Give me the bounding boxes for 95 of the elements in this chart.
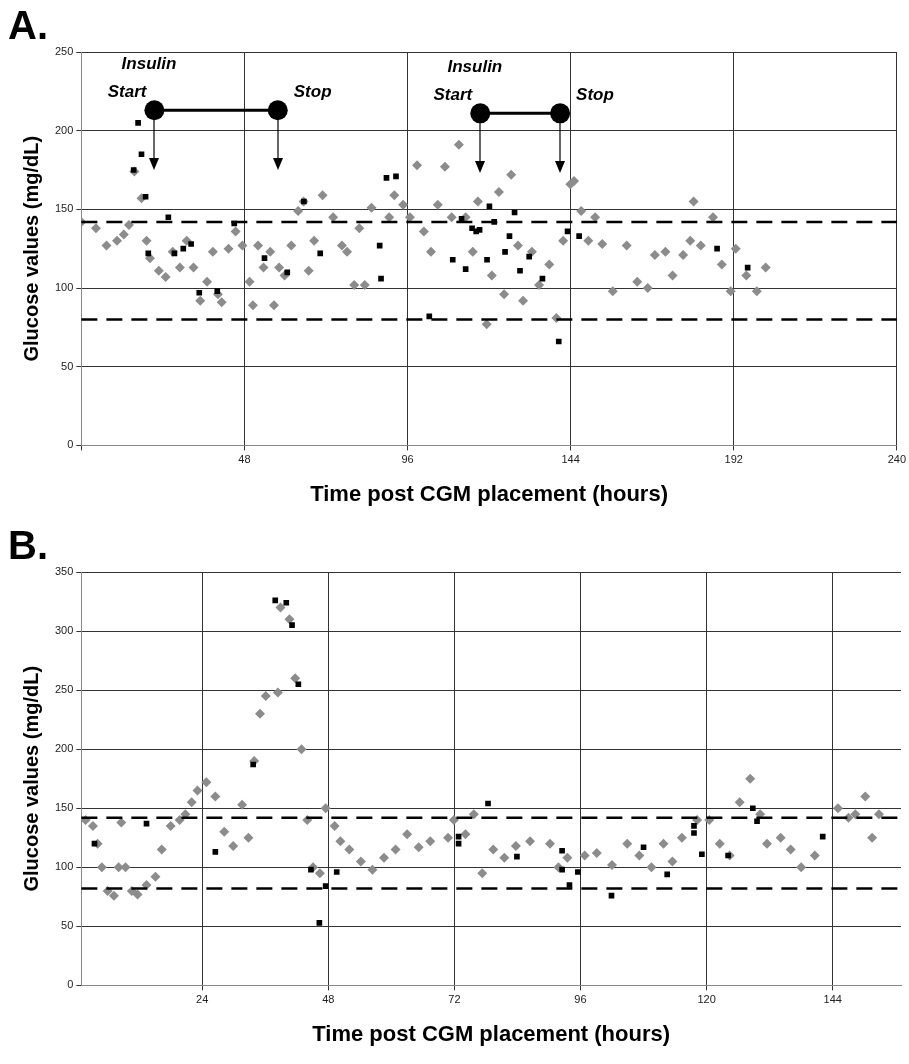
point (754, 818, 760, 825)
y-tick-label: 150 (54, 801, 74, 814)
point (180, 245, 187, 252)
point (317, 250, 324, 257)
point (393, 173, 399, 180)
y-tick-label: 300 (54, 624, 74, 637)
x-tick-label: 48 (322, 993, 335, 1006)
point (378, 275, 384, 282)
point (484, 256, 490, 263)
point (250, 761, 256, 768)
point (502, 249, 508, 255)
point (640, 844, 647, 851)
point (526, 253, 533, 260)
point (517, 267, 523, 274)
point (691, 823, 697, 829)
annotation: Stop (293, 81, 332, 101)
x-axis-title: Time post CGM placement (hours) (312, 1020, 671, 1046)
y-tick-label: 100 (54, 281, 74, 294)
annotation: Stop (576, 85, 614, 105)
point (691, 830, 697, 836)
annotation: Insulin (447, 57, 503, 77)
point (261, 255, 268, 261)
point (449, 256, 456, 263)
point (376, 242, 383, 249)
point (576, 233, 582, 239)
point (506, 233, 513, 239)
point (559, 847, 565, 854)
point (165, 214, 172, 221)
point (555, 338, 562, 345)
point (144, 100, 165, 121)
y-tick-label: 350 (54, 565, 74, 578)
y-tick-label: 100 (54, 860, 74, 873)
x-tick-label: 120 (697, 993, 716, 1006)
x-axis-title: Time post CGM placement (hours) (310, 480, 668, 506)
annotation: Start (433, 85, 474, 105)
point (819, 833, 826, 840)
point (284, 269, 291, 276)
point (462, 266, 469, 272)
point (212, 849, 219, 855)
point (575, 869, 581, 875)
y-axis-title: Glucose values (mg/dL) (19, 135, 42, 362)
x-tick-label: 96 (574, 993, 587, 1006)
x-tick-label: 24 (196, 993, 209, 1006)
x-tick-label: 240 (887, 453, 906, 466)
y-tick-label: 250 (54, 683, 74, 696)
point (714, 245, 720, 252)
point (145, 250, 152, 257)
y-tick-label: 200 (54, 742, 74, 755)
point (514, 853, 520, 860)
x-tick-label: 72 (448, 993, 461, 1006)
y-axis-title: Glucose values (mg/dL) (19, 665, 42, 892)
chart-title: A. (8, 3, 48, 48)
point (750, 805, 756, 812)
point (267, 100, 288, 121)
point (283, 599, 290, 606)
y-tick-label: 150 (54, 202, 74, 215)
x-tick-label: 48 (238, 453, 251, 466)
point (188, 241, 194, 247)
point (550, 103, 571, 124)
x-tick-label: 144 (823, 993, 842, 1006)
point (485, 800, 491, 807)
x-tick-label: 192 (724, 453, 743, 466)
point (272, 597, 279, 604)
point (135, 119, 141, 126)
point (699, 851, 705, 858)
point (725, 852, 731, 859)
point (383, 175, 390, 181)
point (322, 883, 329, 890)
point (486, 203, 493, 210)
point (316, 919, 323, 926)
y-tick-label: 200 (54, 123, 74, 136)
point (130, 167, 137, 173)
y-tick-label: 0 (67, 978, 74, 991)
y-tick-label: 50 (61, 919, 74, 932)
chart-title: B. (8, 523, 48, 568)
point (142, 193, 149, 200)
y-tick-label: 50 (61, 359, 74, 372)
y-tick-label: 250 (54, 45, 74, 58)
point (295, 681, 302, 688)
point (559, 866, 565, 873)
point (470, 103, 491, 124)
annotation: Start (107, 81, 148, 101)
y-tick-label: 0 (67, 438, 74, 451)
x-tick-label: 144 (561, 453, 580, 466)
point (664, 871, 671, 878)
point (426, 313, 433, 320)
x-tick-label: 96 (401, 453, 414, 466)
annotation: Insulin (121, 53, 177, 73)
point (138, 151, 145, 158)
point (196, 289, 203, 296)
point (214, 288, 221, 295)
point (308, 866, 314, 873)
point (333, 869, 340, 875)
point (476, 226, 483, 233)
point (289, 622, 295, 628)
